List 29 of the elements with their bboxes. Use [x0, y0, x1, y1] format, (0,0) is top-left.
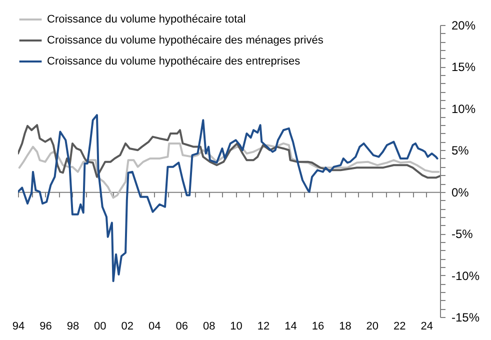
x-tick-label: 02	[121, 320, 134, 332]
x-tick-label: 10	[230, 320, 242, 332]
x-tick-label: 98	[66, 320, 80, 332]
y-tick-label: -15%	[452, 310, 480, 324]
line-series	[18, 114, 438, 282]
x-tick-label: 08	[202, 320, 216, 332]
y-tick-label: 15%	[452, 60, 476, 74]
x-tick-label: 00	[94, 320, 106, 332]
y-tick-label: 10%	[452, 102, 476, 116]
x-tick-label: 14	[284, 320, 297, 332]
x-tick-label: 16	[312, 320, 324, 332]
x-tick-label: 12	[257, 320, 270, 332]
y-tick-label: 0%	[452, 185, 470, 200]
x-tick-label: 96	[40, 320, 52, 332]
y-tick-label: 20%	[452, 18, 476, 32]
x-tick-label: 04	[148, 320, 161, 332]
x-tick-label: 94	[12, 320, 25, 332]
legend-label: Croissance du volume hypothécaire total	[47, 14, 246, 26]
x-tick-label: 20	[366, 320, 379, 332]
y-tick-label: -5%	[452, 227, 474, 242]
y-tick-label: 5%	[452, 144, 470, 158]
x-tick-label: 24	[420, 320, 434, 332]
legend-label: Croissance du volume hypothécaire des entreprises	[47, 56, 301, 68]
line-series	[18, 124, 440, 179]
x-tick-label: 18	[339, 320, 352, 332]
x-tick-label: 22	[394, 320, 406, 332]
y-tick-label: -10%	[452, 268, 480, 283]
x-tick-label: 06	[176, 320, 188, 332]
legend-label: Croissance du volume hypothécaire des ménages privés	[47, 34, 324, 46]
